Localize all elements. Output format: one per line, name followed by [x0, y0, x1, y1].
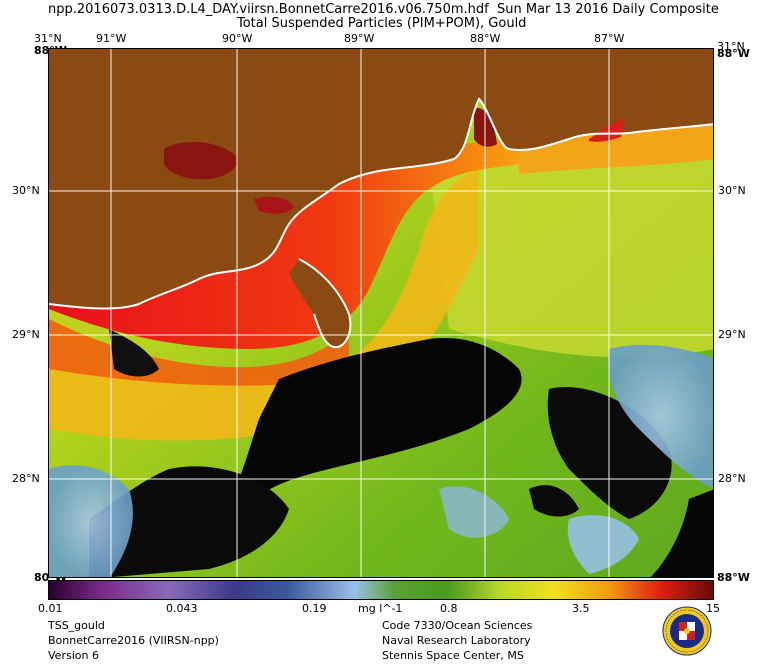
lat-label-right-29n: 29°N — [718, 328, 746, 341]
colorbar-tick-3: 0.8 — [440, 602, 458, 615]
footer-location: Stennis Space Center, MS — [382, 649, 524, 662]
corner-top-right-lon: 88°W — [717, 47, 750, 60]
clear-water-south — [567, 515, 639, 574]
clear-water-southwest — [49, 465, 133, 577]
colorbar-tick-4: 3.5 — [572, 602, 590, 615]
lat-label-left-29n: 29°N — [12, 328, 40, 341]
clear-water-central — [439, 486, 509, 538]
map-canvas — [49, 49, 713, 577]
lat-label-right-28n: 28°N — [718, 472, 746, 485]
corner-bottom-right-lon: 88°W — [717, 571, 750, 584]
lon-label-90w: 90°W — [222, 32, 253, 45]
satellite-map — [48, 48, 714, 578]
graticule — [49, 49, 713, 577]
cloud-patch-2 — [89, 466, 289, 577]
lat-label-left-30n: 30°N — [12, 184, 40, 197]
lon-label-91w: 91°W — [96, 32, 127, 45]
colorbar-unit: mg l^-1 — [358, 602, 403, 615]
delta-coastline — [298, 258, 352, 349]
colorbar-tick-1: 0.043 — [166, 602, 198, 615]
cloud-patch-1 — [219, 338, 522, 519]
footer-code: Code 7330/Ocean Sciences — [382, 619, 533, 632]
cloud-patch-4 — [650, 489, 713, 577]
lat-label-left-28n: 28°N — [12, 472, 40, 485]
colorbar — [48, 580, 714, 600]
colorbar-gradient — [49, 581, 713, 599]
clear-water-east — [608, 344, 713, 489]
lake-borgne — [254, 196, 294, 214]
cloud-patch-6 — [529, 485, 579, 517]
corner-top-right-lat: 31°N — [717, 40, 745, 53]
pensacola-bay — [589, 119, 624, 142]
coastline — [49, 97, 713, 310]
footer-product: TSS_gould — [48, 619, 105, 632]
coastal-strip-east — [519, 124, 713, 174]
corner-top-left-lat: 31°N — [34, 32, 62, 45]
nrl-seal-logo — [662, 606, 712, 656]
lon-label-89w: 89°W — [344, 32, 375, 45]
offshore-band — [429, 129, 713, 358]
map-title-file: npp.2016073.0313.D.L4_DAY.viirsn.BonnetC… — [48, 2, 489, 17]
footer-lab: Naval Research Laboratory — [382, 634, 531, 647]
lat-label-right-30n: 30°N — [718, 184, 746, 197]
footer-version: Version 6 — [48, 649, 99, 662]
lake-pontchartrain — [164, 142, 238, 180]
colorbar-tick-2: 0.19 — [302, 602, 327, 615]
cloud-patch-5 — [109, 329, 159, 377]
mississippi-delta — [289, 259, 351, 348]
land-mass — [49, 49, 713, 309]
lon-label-88w: 88°W — [470, 32, 501, 45]
footer-region: BonnetCarre2016 (VIIRSN-npp) — [48, 634, 219, 647]
colorbar-tick-5: 15 — [706, 602, 720, 615]
map-title-date: Sun Mar 13 2016 Daily Composite — [497, 2, 719, 17]
map-subtitle: Total Suspended Particles (PIM+POM), Gou… — [237, 16, 527, 31]
lon-label-87w: 87°W — [594, 32, 625, 45]
colorbar-tick-0: 0.01 — [38, 602, 63, 615]
